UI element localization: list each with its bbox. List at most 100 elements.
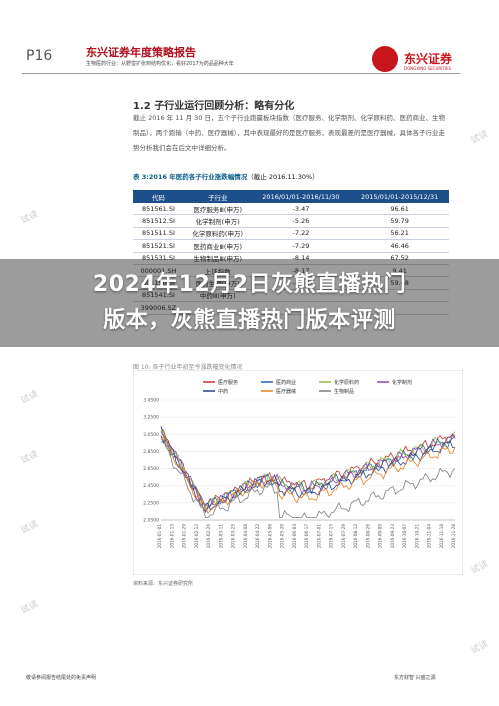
x-tick-label: 2016-05-06 bbox=[267, 524, 272, 549]
watermark: 试读 bbox=[19, 209, 40, 227]
series-line bbox=[160, 439, 456, 519]
table-caption-prefix: 表 3: bbox=[133, 173, 149, 181]
cell-return-2015: 9.41 bbox=[350, 264, 449, 278]
cell-code: 851541.SI bbox=[133, 289, 184, 303]
watermark: 试读 bbox=[469, 129, 490, 147]
table-body: 851561.SI 医疗服务Ⅲ(申万) -3.47 96.61 851512.SI 化学制… bbox=[133, 203, 449, 315]
legend-label: 化学制剂 bbox=[392, 379, 412, 386]
x-tick-label: 2016-01-29 bbox=[182, 524, 187, 549]
cell-return-2016: -5.26 bbox=[251, 214, 351, 228]
chart-caption: 图 10: 各子行业年初至今涨跌幅变化情况 bbox=[133, 364, 243, 371]
x-tick-label: 2016-11-28 bbox=[451, 524, 456, 549]
x-tick-label: 2016-07-29 bbox=[341, 524, 346, 549]
chart-y-axis: 3.4500 3.2500 3.0500 2.8500 2.6500 2.4500 2.25… bbox=[143, 398, 159, 524]
cell-code: 851512.SI bbox=[133, 214, 184, 228]
y-tick-label: 3.0500 bbox=[143, 432, 159, 438]
section-paragraph: 截止 2016 年 11 月 30 日，五个子行业跑赢板块指数（医疗服务、化学制… bbox=[133, 114, 445, 152]
x-tick-label: 2016-03-11 bbox=[218, 524, 223, 549]
cell-return-2015: 46.46 bbox=[350, 239, 449, 253]
watermark: 试读 bbox=[19, 519, 40, 537]
x-tick-label: 2016-04-22 bbox=[255, 524, 260, 549]
x-tick-label: 2016-01-01 bbox=[157, 524, 162, 549]
overlay-banner bbox=[0, 259, 499, 347]
footer-slogan: 东方财智 兴盛之源 bbox=[394, 675, 436, 681]
logo-text: 东兴证券 bbox=[404, 52, 453, 66]
legend-label: 医药商业 bbox=[276, 379, 296, 386]
cell-return-2016: -8.14 bbox=[251, 252, 351, 265]
cell-subsector: 化学制剂(申万) bbox=[183, 214, 252, 228]
cell-code: 851511.SI bbox=[133, 227, 184, 241]
cell-code: 000001.SH bbox=[133, 264, 184, 278]
chart-frame bbox=[133, 370, 463, 575]
cell-return-2016 bbox=[251, 289, 351, 303]
col-header-2015: 2015/01/01-2015/12/31 bbox=[350, 190, 449, 203]
watermark: 试读 bbox=[469, 559, 490, 577]
cell-return-2016: -3.47 bbox=[251, 203, 351, 216]
table-row: 851541.SI 中药Ⅲ(申万) bbox=[133, 289, 449, 303]
cell-return-2016: -7.29 bbox=[251, 239, 351, 253]
cell-return-2015 bbox=[350, 289, 449, 303]
table-row: 851521.SI 医药商业Ⅲ(申万) -7.29 46.46 bbox=[133, 239, 449, 253]
cell-subsector: 中药Ⅲ(申万) bbox=[183, 289, 252, 303]
banner-line-2: 版本，灰熊直播热门版本评测 bbox=[103, 308, 396, 333]
cell-code: 399006.SZ bbox=[133, 301, 184, 315]
watermark: 试读 bbox=[19, 389, 40, 407]
y-tick-label: 2.6500 bbox=[143, 466, 159, 472]
cell-subsector: 上证指数 bbox=[183, 264, 252, 278]
table-row: 801150.SI 医药生物(申万) -8.23 59.68 bbox=[133, 276, 449, 290]
y-tick-label: 3.4500 bbox=[143, 398, 159, 404]
col-header-code: 代码 bbox=[133, 190, 184, 203]
x-tick-label: 2016-06-03 bbox=[292, 524, 297, 549]
report-subtitle: 生物医药行业：从野蛮扩张到结构优化，看好2017为药品品种大年 bbox=[86, 61, 234, 67]
watermark: 试读 bbox=[19, 449, 40, 467]
x-tick-label: 2016-01-15 bbox=[169, 524, 174, 549]
cell-code: 851521.SI bbox=[133, 239, 184, 253]
cell-return-2015: 67.52 bbox=[350, 252, 449, 265]
cell-return-2016 bbox=[251, 301, 351, 315]
table-header-row: 代码 子行业 2016/01/01-2016/11/30 2015/01/01-… bbox=[133, 190, 449, 203]
cell-return-2016: -8.23 bbox=[251, 276, 351, 290]
col-header-subsector: 子行业 bbox=[183, 190, 252, 203]
cell-return-2015: 56.21 bbox=[350, 227, 449, 241]
x-tick-label: 2016-06-17 bbox=[304, 524, 309, 549]
x-tick-label: 2016-10-21 bbox=[414, 524, 419, 549]
x-tick-label: 2016-11-18 bbox=[439, 524, 444, 549]
table-row: 851511.SI 化学原料药(申万) -7.22 56.21 bbox=[133, 227, 449, 241]
cell-subsector: 生物制品Ⅲ(申万) bbox=[183, 252, 252, 265]
subsector-returns-table: 代码 子行业 2016/01/01-2016/11/30 2015/01/01-… bbox=[133, 190, 449, 315]
series-line bbox=[160, 435, 456, 514]
cell-return-2016: -7.22 bbox=[251, 227, 351, 241]
dongxing-logo-icon bbox=[372, 46, 398, 72]
table-caption-text: 2016 年医药各子行业涨跌幅情况 bbox=[148, 173, 248, 181]
cell-return-2015: 96.61 bbox=[350, 203, 449, 216]
chart-x-axis: 2016-01-01 2016-01-15 2016-01-29 2016-02-12… bbox=[157, 524, 456, 549]
table-caption-suffix: （截止 2016.11.30%） bbox=[247, 173, 319, 181]
chart-gridlines bbox=[161, 399, 455, 521]
x-tick-label: 2016-02-26 bbox=[206, 524, 211, 549]
series-line bbox=[160, 431, 456, 507]
table-caption: 表 3:2016 年医药各子行业涨跌幅情况（截止 2016.11.30%） bbox=[133, 171, 319, 181]
x-tick-label: 2016-07-01 bbox=[316, 524, 321, 549]
cell-subsector: 化学原料药(申万) bbox=[183, 227, 252, 241]
table-row: 000001.SH 上证指数 -8.17 9.41 bbox=[133, 264, 449, 278]
x-tick-label: 2016-09-23 bbox=[390, 524, 395, 549]
table-row: 399006.SZ bbox=[133, 301, 449, 315]
chart-source: 资料来源：东兴证券研究所 bbox=[133, 581, 194, 587]
table-row: 851512.SI 化学制剂(申万) -5.26 59.79 bbox=[133, 214, 449, 228]
series-line bbox=[160, 425, 456, 514]
table-row: 851531.SI 生物制品Ⅲ(申万) -8.14 67.52 bbox=[133, 252, 449, 265]
logo-english: DONGXING SECURITIES bbox=[404, 66, 452, 71]
cell-code: 801150.SI bbox=[133, 276, 184, 290]
x-tick-label: 2016-08-26 bbox=[365, 524, 370, 549]
y-tick-label: 2.0500 bbox=[143, 518, 159, 524]
y-tick-label: 2.2500 bbox=[143, 500, 159, 506]
legend-label: 医疗器械 bbox=[276, 388, 296, 395]
cell-return-2015: 59.68 bbox=[350, 276, 449, 290]
report-title: 东兴证券年度策略报告 bbox=[86, 46, 196, 59]
chart-series bbox=[160, 425, 456, 519]
x-tick-label: 2016-02-12 bbox=[194, 524, 199, 549]
cell-subsector bbox=[183, 301, 252, 315]
legend-label: 生物制品 bbox=[334, 388, 354, 395]
footer-disclaimer: 敬请参阅报告结尾处的免责声明 bbox=[26, 675, 97, 681]
